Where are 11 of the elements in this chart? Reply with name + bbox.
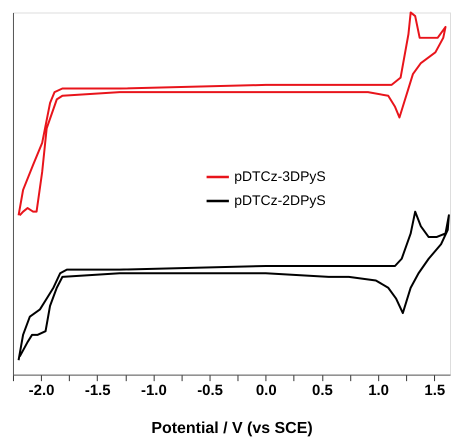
x-tick-label: -0.5 — [197, 382, 223, 400]
x-tick-label: 0.0 — [256, 382, 277, 400]
x-tick-label: 1.0 — [368, 382, 389, 400]
legend-label: pDTCz-2DPyS — [234, 192, 326, 208]
x-tick-label: 1.5 — [424, 382, 446, 400]
x-axis-title: Potential / V (vs SCE) — [151, 420, 313, 438]
legend-label: pDTCz-3DPyS — [234, 168, 326, 184]
x-tick-label: -2.0 — [28, 382, 54, 400]
x-tick-label: 0.5 — [312, 382, 333, 400]
x-tick-label: -1.5 — [84, 382, 111, 400]
x-tick-label: -1.0 — [141, 382, 167, 400]
